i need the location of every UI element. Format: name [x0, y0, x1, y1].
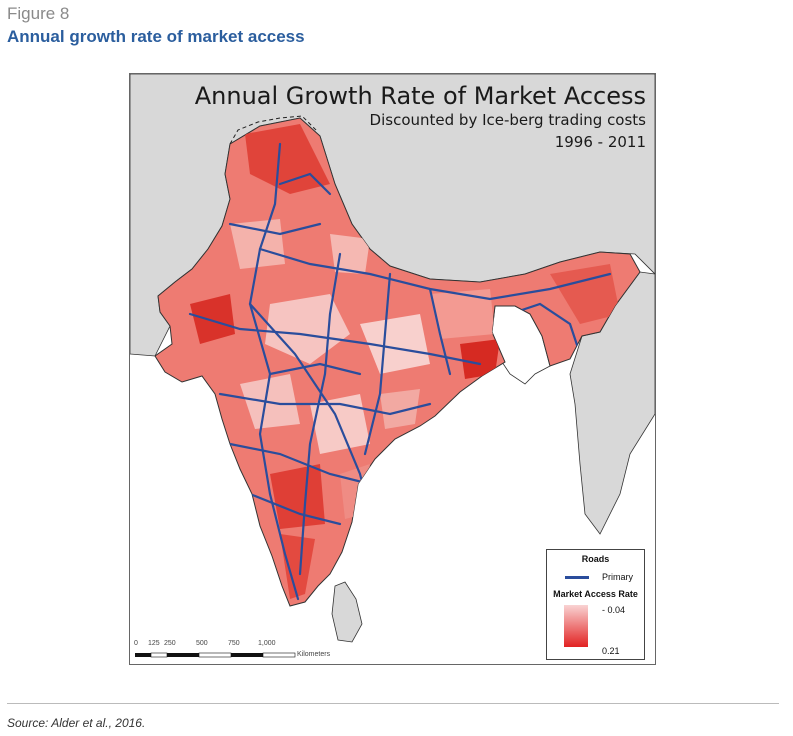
map-legend: Roads Primary Market Access Rate - 0.04 …: [546, 549, 645, 660]
legend-primary-label: Primary: [602, 572, 633, 582]
scale-bar: [135, 652, 296, 658]
legend-min-label: - 0.04: [602, 605, 626, 615]
map-subtitle: Discounted by Ice-berg trading costs: [369, 111, 646, 129]
scale-unit-label: Kilometers: [297, 651, 331, 658]
district-shading: [190, 124, 620, 599]
map-period: 1996 - 2011: [554, 133, 646, 151]
map-title: Annual Growth Rate of Market Access: [194, 82, 646, 110]
scale-tick-label: 750: [228, 640, 240, 647]
scale-tick-label: 0: [134, 640, 138, 647]
source-note: Source: Alder et al., 2016.: [7, 716, 146, 730]
scale-tick-label: 125: [148, 640, 160, 647]
legend-road-swatch: [565, 576, 589, 579]
map-frame: Annual Growth Rate of Market Access Disc…: [129, 73, 656, 665]
legend-rate-heading: Market Access Rate: [553, 589, 638, 599]
scale-tick-label: 250: [164, 640, 176, 647]
scale-tick-label: 500: [196, 640, 208, 647]
sri-lanka-region: [331, 581, 363, 643]
legend-max-label: 0.21: [602, 646, 620, 656]
map-graphic: [130, 74, 655, 658]
figure-title: Annual growth rate of market access: [7, 27, 305, 46]
disputed-boundary: [229, 115, 319, 145]
divider: [7, 703, 779, 704]
legend-color-ramp: [564, 605, 588, 647]
figure-label: Figure 8: [7, 4, 70, 23]
legend-roads-heading: Roads: [581, 554, 610, 564]
scale-tick-label: 1,000: [258, 640, 276, 647]
